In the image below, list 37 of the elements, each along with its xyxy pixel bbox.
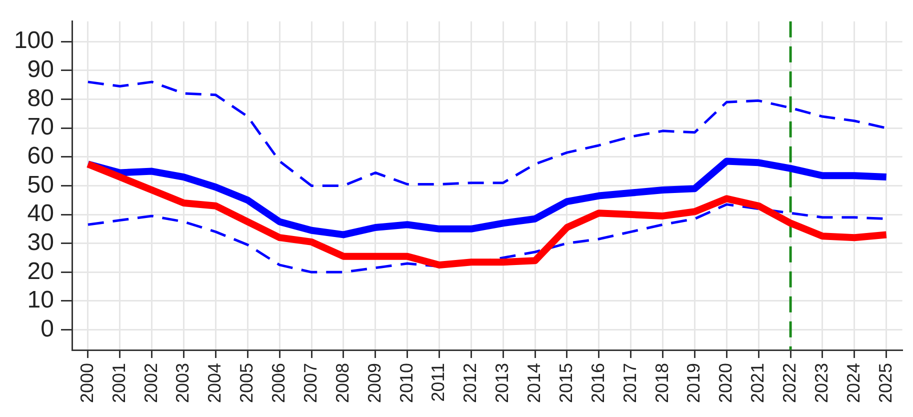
x-tick-label: 2000 [76,363,97,404]
x-tick-label: 2015 [556,363,576,404]
x-tick-label: 2001 [108,363,129,404]
y-tick-label: 60 [27,142,54,170]
x-tick-label: 2009 [364,363,384,404]
x-tick-label: 2020 [716,363,736,404]
x-tick-label: 2016 [588,363,608,404]
y-tick-label: 0 [40,315,54,342]
x-tick-label: 2021 [748,363,768,404]
x-tick-label: 2003 [172,363,193,404]
x-tick-label: 2023 [811,363,832,404]
x-tick-label: 2006 [268,363,289,404]
x-tick-label: 2004 [204,363,225,404]
y-tick-label: 40 [27,200,54,228]
x-tick-label: 2014 [524,363,544,404]
x-tick-label: 2018 [652,363,672,404]
x-tick-label: 2013 [492,363,512,404]
y-tick-label: 80 [27,84,54,112]
y-tick-label: 10 [27,286,54,314]
x-tick-label: 2008 [332,363,352,404]
y-tick-label: 20 [27,258,54,285]
x-tick-label: 2025 [875,363,896,404]
x-tick-label: 2002 [140,363,161,404]
x-tick-label: 2007 [300,363,320,404]
y-tick-label: 50 [27,171,54,198]
x-tick-label: 2022 [780,363,800,404]
y-tick-label: 90 [27,56,54,84]
x-tick-label: 2005 [236,363,257,404]
y-tick-label: 30 [27,228,54,256]
x-tick-label: 2011 [428,363,448,402]
x-tick-label: 2012 [460,363,480,404]
x-tick-label: 2024 [843,363,864,404]
x-tick-label: 2010 [396,363,416,404]
y-tick-label: 100 [14,27,54,54]
y-tick-label: 70 [27,114,54,141]
x-tick-label: 2019 [684,363,704,404]
x-tick-label: 2017 [620,363,640,404]
